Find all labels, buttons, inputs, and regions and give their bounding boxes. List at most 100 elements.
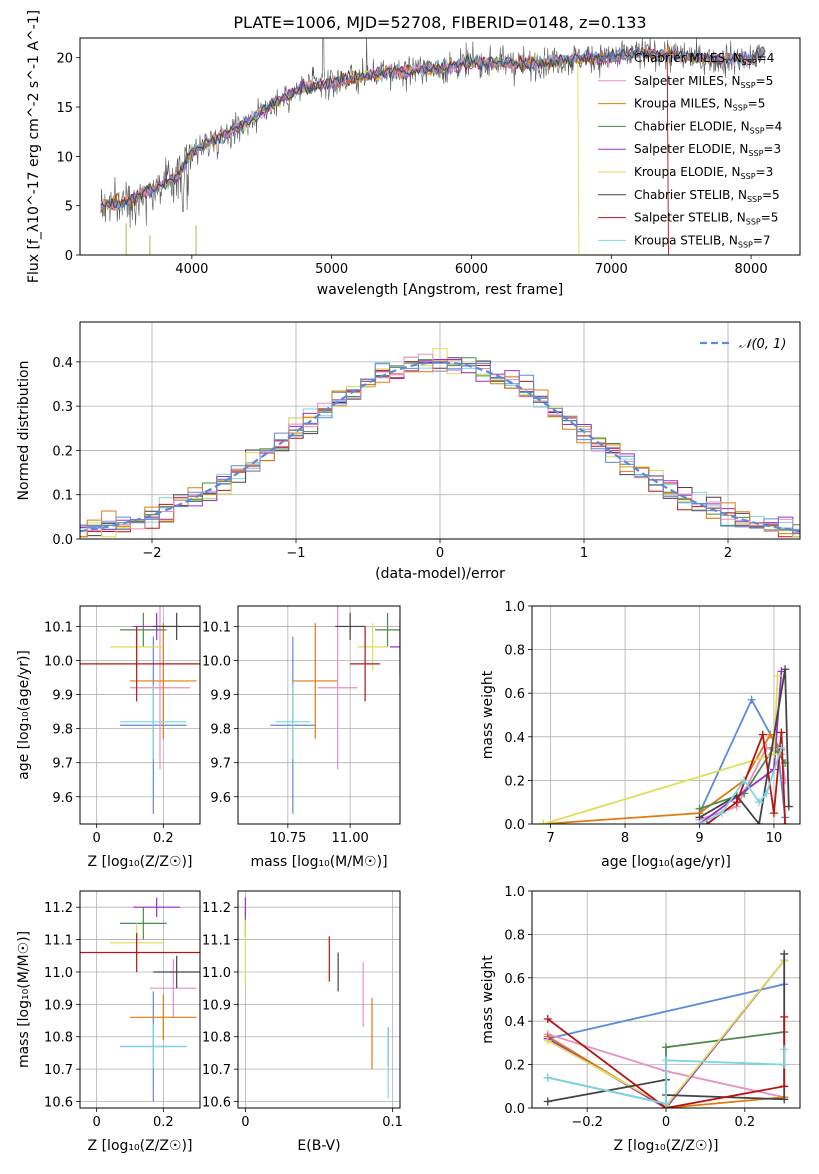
panel-8: −0.2 0 0.2 0.0 0.2 0.4 0.6 0.8 1.0 Z [log₁₀(Z/Z☉)… (480, 885, 801, 1154)
x-tick-label: 6000 (455, 262, 488, 277)
y-tick-label: 15 (56, 101, 73, 116)
x-tick-label: −0.2 (571, 1115, 603, 1130)
weight-point-marker (539, 820, 548, 824)
plot-area (539, 665, 793, 824)
x-tick-label: 7000 (595, 262, 628, 277)
figure-title: PLATE=1006, MJD=52708, FIBERID=0148, z=0… (233, 13, 646, 32)
x-tick-label: 5000 (315, 262, 348, 277)
weight-point-marker (662, 1056, 670, 1065)
weight-point-marker (747, 695, 756, 704)
y-tick-label: 0.3 (52, 400, 73, 415)
y-tick-label: 0.8 (504, 644, 525, 659)
weight-series-line (699, 747, 783, 824)
y-tick-label: 10.6 (44, 1096, 73, 1111)
y-tick-label: 9.9 (52, 689, 73, 704)
x-tick-label: 4000 (175, 262, 208, 277)
axes-frame (531, 890, 801, 1109)
plot-area (80, 348, 800, 538)
y-tick-label: 9.8 (52, 723, 73, 738)
axes-frame (79, 890, 201, 1109)
weight-point-marker (781, 665, 790, 674)
plot-area (80, 606, 200, 814)
y-axis-label: age [log₁₀(age/yr)] (16, 650, 32, 780)
weight-point-marker (740, 776, 749, 785)
x-tick-label: −1 (286, 546, 305, 561)
y-tick-label: 0.0 (52, 533, 73, 548)
y-tick-label: 10.1 (44, 620, 73, 635)
panel-2: −2 −1 0 1 2 0.0 0.1 0.2 0.3 0.4 (data-model)/error… (16, 321, 801, 582)
y-tick-label: 0.2 (504, 774, 525, 789)
y-tick-label: 10.0 (44, 655, 73, 670)
y-tick-label: 11.1 (44, 934, 73, 949)
model-spectrum-line (100, 47, 766, 209)
y-tick-label: 0.4 (504, 1015, 525, 1030)
x-axis-label: (data-model)/error (375, 566, 505, 582)
x-tick-label: 8 (621, 831, 629, 846)
y-axis-label: Normed distribution (16, 361, 32, 501)
y-tick-label: 10 (56, 150, 73, 165)
y-axis-label: mass weight (480, 670, 496, 759)
y-tick-label: 1.0 (504, 885, 525, 900)
x-axis-label: Z [log₁₀(Z/Z☉)] (88, 854, 193, 870)
y-tick-label: 0.8 (504, 928, 525, 943)
weight-point-marker (780, 1082, 789, 1091)
y-tick-label: 10.8 (44, 1031, 73, 1046)
y-tick-label: 10.7 (44, 1063, 73, 1078)
y-tick-label: 9.9 (210, 689, 231, 704)
x-axis-label: age [log₁₀(age/yr)] (601, 854, 731, 870)
weight-point-marker (543, 1073, 552, 1082)
axes-frame (79, 605, 201, 825)
x-tick-label: 0 (93, 831, 101, 846)
y-tick-label: 10.6 (202, 1096, 231, 1111)
y-tick-label: 0.2 (52, 444, 73, 459)
axes-frame (531, 605, 801, 825)
plot-area (100, 38, 766, 255)
x-tick-label: −2 (142, 546, 161, 561)
legend-label: Kroupa STELIB, NSSP=7 (634, 233, 771, 249)
legend-marker (608, 54, 616, 62)
histogram-step-line (80, 357, 800, 538)
weight-point-marker (717, 809, 726, 818)
x-tick-label: 0 (662, 1115, 670, 1130)
y-tick-label: 20 (56, 52, 73, 67)
y-tick-label: 0.4 (52, 356, 73, 371)
y-tick-label: 0.1 (52, 489, 73, 504)
weight-point-marker (695, 804, 704, 813)
weight-point-marker (543, 1097, 552, 1106)
legend-label: Salpeter STELIB, NSSP=5 (634, 211, 778, 227)
y-tick-label: 9.8 (210, 723, 231, 738)
y-tick-label: 11.1 (202, 934, 231, 949)
y-tick-label: 0.0 (504, 818, 525, 833)
weight-series-line (547, 983, 785, 1040)
y-tick-label: 9.7 (210, 757, 231, 772)
panel-1: 4000 5000 6000 7000 8000 0 5 10 15 20 wavelength [… (26, 10, 801, 298)
x-tick-label: 7 (546, 831, 554, 846)
y-tick-label: 10.9 (44, 998, 73, 1013)
weight-point-marker (662, 1099, 670, 1108)
x-tick-label: 0.2 (734, 1115, 755, 1130)
weight-point-marker (780, 1060, 789, 1069)
y-tick-label: 1.0 (504, 600, 525, 615)
y-tick-label: 0 (65, 249, 73, 264)
weight-point-marker (755, 820, 764, 824)
weight-point-marker (766, 730, 775, 739)
legend-label: Salpeter ELODIE, NSSP=3 (634, 142, 781, 158)
x-axis-label: E(B-V) (297, 1138, 340, 1154)
x-tick-label: 0 (436, 546, 444, 561)
y-axis-label: Flux [f_λ10^-17 erg cm^-2 s^-1 A^-1] (26, 10, 42, 283)
legend-label: Salpeter MILES, NSSP=5 (634, 74, 773, 90)
y-tick-label: 9.7 (52, 757, 73, 772)
plot-area (543, 949, 789, 1108)
axes-frame (237, 890, 401, 1109)
y-tick-label: 9.6 (210, 791, 231, 806)
x-tick-label: 0 (93, 1115, 101, 1130)
y-tick-label: 11.2 (44, 901, 73, 916)
panel-7: 0 0.1 10.6 10.7 10.8 10.9 11.0 11.1 11.2 E(B-V) (202, 890, 403, 1154)
legend-label: 𝒩(0, 1) (739, 337, 786, 352)
weight-series-line (547, 1035, 785, 1108)
weight-point-marker (780, 1095, 789, 1104)
weight-series-line (698, 697, 786, 818)
axes-frame (79, 321, 801, 540)
model-spectrum-line (100, 45, 766, 211)
weight-point-marker (732, 798, 741, 807)
